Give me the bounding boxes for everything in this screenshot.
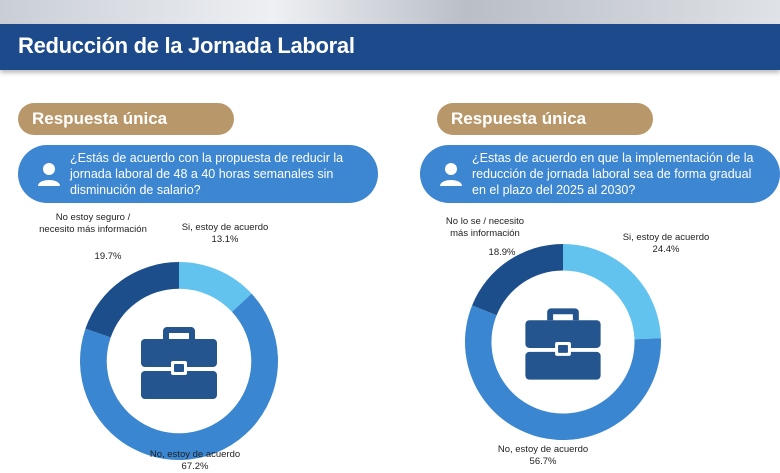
header-bar: Reducción de la Jornada Laboral (0, 24, 780, 70)
slice-no (79, 293, 278, 460)
label-unsure: No estoy seguro / necesito más informaci… (39, 212, 147, 235)
user-icon (440, 163, 462, 186)
donut-chart-1 (79, 262, 278, 460)
question-text: ¿Estás de acuerdo con la propuesta de re… (70, 151, 344, 197)
response-type-tag: Respuesta única (18, 103, 234, 135)
page-title: Reducción de la Jornada Laboral (18, 33, 355, 58)
slice-unsure (85, 262, 179, 338)
slice-yes (179, 262, 252, 312)
label-yes: Si, estoy de acuerdo 24.4% (606, 232, 726, 256)
response-type-tag: Respuesta única (437, 103, 653, 135)
pct-unsure: 18.9% (488, 247, 516, 258)
label-yes: Si, estoy de acuerdo 13.1% (170, 222, 280, 246)
donut-chart-2 (464, 244, 661, 440)
briefcase-icon (141, 327, 217, 399)
slice-no (464, 305, 661, 440)
question-text: ¿Estas de acuerdo en que la implementaci… (472, 151, 754, 197)
pct-no: 67.2% (181, 461, 209, 472)
question-bubble: ¿Estas de acuerdo en que la implementaci… (420, 145, 780, 203)
slice-yes (563, 244, 661, 340)
question-bubble: ¿Estás de acuerdo con la propuesta de re… (18, 145, 378, 203)
top-banner-strip (0, 0, 780, 24)
briefcase-icon (525, 308, 601, 380)
user-icon (38, 163, 60, 186)
slice-unsure (472, 244, 563, 316)
label-unsure: No lo se / necesito más información (445, 216, 525, 239)
label-no: No, estoy de acuerdo 56.7% (483, 444, 603, 468)
pct-no: 56.7% (529, 456, 557, 467)
pct-yes: 24.4% (652, 244, 680, 255)
pct-unsure: 19.7% (94, 251, 122, 262)
pct-yes: 13.1% (211, 234, 239, 245)
label-no: No, estoy de acuerdo 67.2% (135, 449, 255, 473)
